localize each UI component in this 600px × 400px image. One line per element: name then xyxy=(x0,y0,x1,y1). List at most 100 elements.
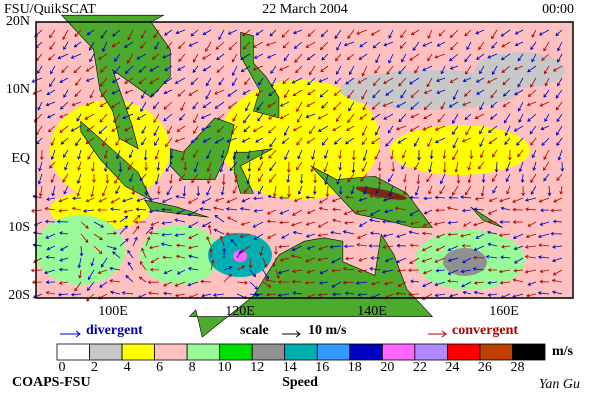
wind-arrow xyxy=(175,254,186,259)
wind-arrow xyxy=(206,236,212,247)
wind-arrow xyxy=(400,89,407,99)
wind-arrow xyxy=(175,243,186,248)
wind-arrow xyxy=(231,53,238,63)
wind-arrow xyxy=(284,149,290,161)
wind-arrow xyxy=(540,125,550,131)
wind-arrow xyxy=(216,125,225,133)
speed-zone xyxy=(35,215,125,285)
wind-arrow xyxy=(132,236,138,247)
wind-arrow xyxy=(551,278,563,283)
wind-arrow xyxy=(480,149,485,159)
wind-arrow xyxy=(422,65,433,71)
colorbar-tick-label: 20 xyxy=(380,360,394,375)
wind-arrow xyxy=(243,185,251,194)
wind-arrow xyxy=(423,89,433,94)
wind-arrow xyxy=(86,29,95,36)
wind-arrow xyxy=(82,209,95,213)
wind-arrow xyxy=(307,77,316,86)
wind-arrow xyxy=(336,113,342,123)
wind-arrow xyxy=(93,233,103,241)
wind-arrow xyxy=(417,149,421,161)
wind-arrow xyxy=(487,53,498,59)
wind-arrow xyxy=(452,149,459,161)
wind-arrow xyxy=(264,278,277,283)
wind-arrow xyxy=(148,291,160,295)
wind-arrow xyxy=(357,77,368,84)
colorbar: 0 2 4 6 8 10 12 14 16 18 20 22 24 26 28 xyxy=(56,343,546,375)
wind-arrow xyxy=(292,125,303,132)
wind-arrow xyxy=(539,279,550,284)
wind-arrow xyxy=(90,185,95,198)
wind-arrow xyxy=(346,53,355,60)
wind-arrow xyxy=(174,281,186,287)
wind-arrow xyxy=(124,137,134,142)
wind-arrow xyxy=(183,161,188,171)
wind-arrow xyxy=(348,65,355,76)
wind-arrow xyxy=(282,77,290,85)
wind-arrow xyxy=(382,197,394,202)
wind-arrow xyxy=(196,185,201,197)
wind-arrow xyxy=(56,219,69,224)
wind-arrow xyxy=(543,161,550,171)
wind-arrow xyxy=(277,269,290,275)
wind-arrow xyxy=(258,173,264,182)
wind-arrow xyxy=(102,137,108,147)
wind-arrow xyxy=(461,137,472,143)
colorbar-swatch xyxy=(56,343,90,361)
wind-arrow xyxy=(500,255,511,260)
wind-arrow xyxy=(448,101,459,108)
wind-arrow xyxy=(87,269,95,281)
wind-arrow xyxy=(223,273,232,283)
wind-arrow xyxy=(305,221,316,226)
wind-arrow xyxy=(361,161,368,172)
wind-arrow xyxy=(550,231,563,236)
wind-arrow xyxy=(514,41,524,47)
wind-arrow xyxy=(478,161,485,170)
wind-arrow xyxy=(118,161,123,173)
wind-arrow xyxy=(343,244,355,249)
wind-arrow xyxy=(524,254,537,259)
wind-arrow xyxy=(440,101,446,110)
wind-arrow xyxy=(225,232,238,236)
wind-arrow xyxy=(460,195,472,199)
wind-arrow xyxy=(338,185,343,195)
wind-arrow xyxy=(279,209,290,215)
wind-arrow xyxy=(409,257,420,264)
wind-arrow xyxy=(464,113,472,121)
wind-arrow xyxy=(139,173,147,182)
wind-arrow xyxy=(355,281,368,285)
wind-arrow xyxy=(112,251,121,259)
wind-arrow xyxy=(447,220,459,225)
wind-arrow xyxy=(246,173,251,185)
wind-arrow xyxy=(410,29,420,36)
wind-arrow xyxy=(377,173,382,186)
wind-arrow xyxy=(408,230,420,235)
wind-arrow xyxy=(45,101,56,107)
wind-arrow xyxy=(153,125,160,137)
wind-arrow xyxy=(182,185,187,197)
wind-arrow xyxy=(274,245,278,255)
legend-convergent: convergent xyxy=(452,323,518,338)
wind-arrow xyxy=(123,209,134,214)
wind-arrow xyxy=(59,125,69,133)
wind-arrow xyxy=(385,137,394,147)
wind-arrow xyxy=(206,149,212,160)
legend-divergent: divergent xyxy=(86,323,143,338)
wind-arrow xyxy=(539,221,550,226)
wind-arrow xyxy=(201,125,212,131)
wind-arrow xyxy=(377,161,382,172)
wind-arrow xyxy=(132,214,141,223)
wind-arrow xyxy=(136,53,147,60)
wind-arrow xyxy=(279,65,290,71)
wind-arrow xyxy=(371,281,381,286)
wind-arrow xyxy=(374,65,381,74)
wind-arrow xyxy=(163,89,173,95)
wind-arrow xyxy=(216,65,225,73)
wind-arrow xyxy=(538,29,550,36)
colorbar-swatch xyxy=(89,343,123,361)
wind-arrow xyxy=(487,220,498,224)
wind-arrow xyxy=(344,221,355,225)
wind-arrow xyxy=(527,113,537,122)
wind-arrow xyxy=(371,101,381,110)
